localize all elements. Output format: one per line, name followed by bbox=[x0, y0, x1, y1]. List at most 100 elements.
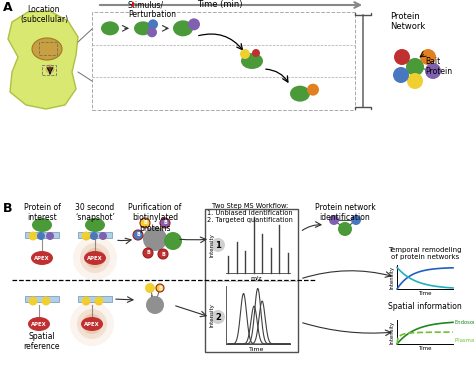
Ellipse shape bbox=[351, 215, 361, 225]
Ellipse shape bbox=[147, 27, 157, 37]
Text: Location
(subcellular): Location (subcellular) bbox=[20, 5, 68, 24]
Text: Spatial
reference: Spatial reference bbox=[24, 332, 60, 351]
Text: Plasma membrane: Plasma membrane bbox=[455, 338, 474, 343]
Text: Intensity: Intensity bbox=[390, 320, 395, 344]
Polygon shape bbox=[8, 11, 78, 109]
Ellipse shape bbox=[240, 49, 250, 59]
Ellipse shape bbox=[32, 38, 62, 60]
Ellipse shape bbox=[84, 251, 106, 265]
Ellipse shape bbox=[37, 232, 45, 240]
Text: m/z: m/z bbox=[251, 276, 262, 281]
Text: Stimulus/
Perturbation: Stimulus/ Perturbation bbox=[128, 0, 176, 19]
Ellipse shape bbox=[134, 21, 152, 35]
Ellipse shape bbox=[211, 238, 225, 252]
Text: Intensity: Intensity bbox=[210, 233, 215, 257]
Text: Intensity: Intensity bbox=[210, 303, 215, 327]
Bar bbox=[39, 42, 57, 55]
Text: B: B bbox=[136, 233, 140, 238]
Text: B: B bbox=[158, 286, 162, 291]
Ellipse shape bbox=[28, 317, 50, 331]
Ellipse shape bbox=[99, 232, 107, 240]
Ellipse shape bbox=[143, 248, 153, 258]
Ellipse shape bbox=[94, 296, 103, 305]
Ellipse shape bbox=[46, 232, 54, 240]
Ellipse shape bbox=[101, 21, 119, 35]
Ellipse shape bbox=[82, 296, 91, 305]
Text: 30 second
‘snapshot’: 30 second ‘snapshot’ bbox=[75, 203, 115, 223]
Bar bbox=[78, 232, 112, 238]
Ellipse shape bbox=[211, 310, 225, 324]
Text: B: B bbox=[143, 221, 147, 226]
Text: 1: 1 bbox=[215, 240, 221, 250]
Text: Two Step MS Workflow:
1. Unbiased identification
2. Targeted quantification: Two Step MS Workflow: 1. Unbiased identi… bbox=[207, 203, 293, 223]
Text: B: B bbox=[146, 250, 150, 255]
Text: Protein
Network: Protein Network bbox=[390, 12, 425, 31]
Ellipse shape bbox=[338, 222, 352, 236]
Ellipse shape bbox=[173, 21, 193, 36]
Text: Endosome: Endosome bbox=[455, 320, 474, 325]
Ellipse shape bbox=[188, 18, 200, 30]
Text: APEX: APEX bbox=[84, 322, 100, 327]
Ellipse shape bbox=[307, 84, 319, 96]
Ellipse shape bbox=[406, 58, 424, 76]
Text: 2: 2 bbox=[215, 312, 221, 322]
Ellipse shape bbox=[46, 65, 54, 73]
Bar bbox=[42, 65, 56, 75]
Ellipse shape bbox=[158, 249, 168, 259]
Bar bbox=[92, 12, 355, 110]
Ellipse shape bbox=[82, 314, 102, 334]
Text: Intensity: Intensity bbox=[390, 265, 395, 289]
Ellipse shape bbox=[85, 248, 105, 268]
Ellipse shape bbox=[28, 231, 37, 240]
Text: B: B bbox=[3, 202, 12, 215]
Ellipse shape bbox=[73, 236, 117, 280]
Ellipse shape bbox=[82, 231, 91, 240]
Text: Time: Time bbox=[418, 346, 432, 351]
Ellipse shape bbox=[77, 309, 107, 339]
Ellipse shape bbox=[143, 227, 167, 251]
Ellipse shape bbox=[133, 230, 143, 240]
Text: Time (min): Time (min) bbox=[197, 0, 243, 9]
Text: APEX: APEX bbox=[34, 255, 50, 260]
Text: B: B bbox=[163, 221, 167, 226]
Ellipse shape bbox=[420, 49, 436, 65]
Ellipse shape bbox=[393, 67, 409, 83]
Ellipse shape bbox=[156, 284, 164, 292]
Text: APEX: APEX bbox=[87, 255, 103, 260]
Ellipse shape bbox=[394, 49, 410, 65]
Ellipse shape bbox=[81, 317, 103, 331]
Ellipse shape bbox=[160, 218, 170, 228]
Text: Purification of
biotinylated
proteins: Purification of biotinylated proteins bbox=[128, 203, 182, 233]
Bar bbox=[78, 296, 112, 302]
Text: Protein of
interest: Protein of interest bbox=[24, 203, 61, 223]
Ellipse shape bbox=[85, 218, 105, 232]
Ellipse shape bbox=[252, 49, 260, 57]
Bar bbox=[25, 232, 59, 238]
Ellipse shape bbox=[42, 296, 51, 305]
Ellipse shape bbox=[164, 232, 182, 250]
Text: Protein network
identification: Protein network identification bbox=[315, 203, 375, 223]
Text: Spatial information: Spatial information bbox=[388, 302, 462, 311]
Ellipse shape bbox=[28, 296, 37, 305]
Ellipse shape bbox=[47, 67, 53, 72]
Ellipse shape bbox=[145, 283, 155, 293]
Text: Bait
Protein: Bait Protein bbox=[425, 57, 452, 76]
Ellipse shape bbox=[140, 218, 150, 228]
Ellipse shape bbox=[32, 218, 52, 232]
Ellipse shape bbox=[407, 73, 423, 89]
Ellipse shape bbox=[31, 251, 53, 265]
Text: Temporal remodeling
of protein networks: Temporal remodeling of protein networks bbox=[388, 247, 462, 260]
Text: A: A bbox=[3, 1, 13, 14]
Text: APEX: APEX bbox=[31, 322, 47, 327]
Bar bbox=[25, 296, 59, 302]
Text: Time: Time bbox=[249, 347, 264, 352]
Ellipse shape bbox=[70, 302, 114, 346]
Ellipse shape bbox=[290, 86, 310, 102]
Ellipse shape bbox=[146, 296, 164, 314]
Ellipse shape bbox=[90, 232, 98, 240]
Ellipse shape bbox=[80, 243, 110, 273]
Text: B: B bbox=[161, 252, 165, 257]
Text: Time: Time bbox=[418, 291, 432, 296]
Ellipse shape bbox=[329, 215, 339, 225]
Ellipse shape bbox=[241, 53, 263, 69]
